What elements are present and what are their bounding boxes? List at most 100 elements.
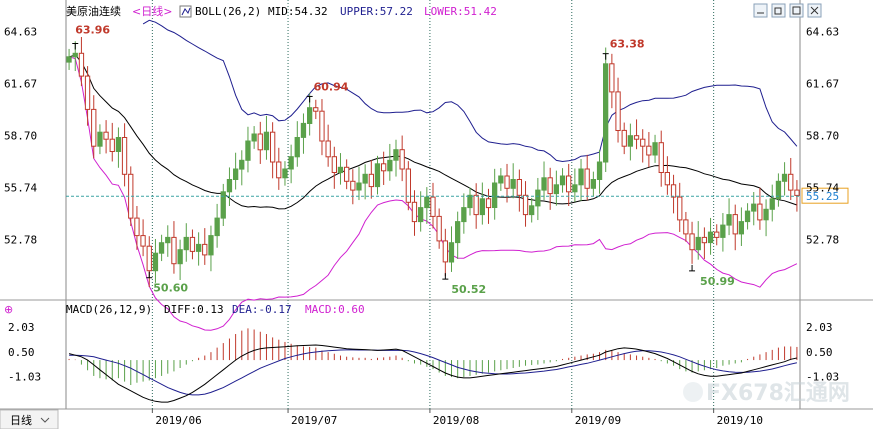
candle <box>492 168 498 220</box>
candle <box>775 173 782 207</box>
candle-body <box>504 175 510 189</box>
candle-body <box>529 205 535 216</box>
gridlines <box>0 0 873 410</box>
candle-body <box>146 245 152 272</box>
time-axis: 2019/06 2019/07 2019/08 2019/09 2019/10 <box>151 409 763 427</box>
period-tab[interactable] <box>0 409 59 429</box>
candle <box>498 168 504 191</box>
x-tick-label: 2019/08 <box>433 414 479 427</box>
candle <box>442 228 449 277</box>
minimize-icon[interactable] <box>753 3 768 18</box>
last-price-label: 55.25 <box>806 190 839 203</box>
candle-body <box>744 210 751 223</box>
candle <box>288 144 294 184</box>
candle-body <box>757 203 763 221</box>
close-icon[interactable] <box>807 3 822 18</box>
candle <box>436 208 442 249</box>
upper-band-line <box>142 19 798 163</box>
high-low-annotations: 63.96 50.60 60.94 50.52 63.38 50.99 <box>72 23 735 296</box>
candle-body <box>695 236 701 251</box>
candle-body <box>276 161 282 179</box>
candle <box>695 221 701 260</box>
boll-upper-band <box>142 19 798 163</box>
candle <box>158 234 165 262</box>
candle <box>590 171 597 197</box>
macd-y-tick-left: -1.03 <box>8 371 41 384</box>
candle-body <box>627 135 634 147</box>
candle-body <box>405 168 412 203</box>
candle-body <box>738 221 745 235</box>
y-tick-right: 58.70 <box>806 130 839 143</box>
y-tick-left: 64.63 <box>4 26 37 39</box>
candle-body <box>670 184 677 198</box>
maximize-icon[interactable] <box>789 3 804 18</box>
candle-body <box>467 194 473 209</box>
x-tick-label: 2019/09 <box>575 414 621 427</box>
candle-body <box>566 175 572 193</box>
macd-y-tick-right: 2.03 <box>806 321 833 334</box>
candle-body <box>344 166 350 182</box>
candle-body <box>609 63 615 93</box>
candle-body <box>615 91 621 131</box>
candle <box>461 193 467 234</box>
candle-body <box>621 129 627 147</box>
candle <box>522 181 529 227</box>
last-price-box <box>801 187 849 204</box>
candle <box>763 199 769 237</box>
price-axis: 64.63 64.63 61.67 61.67 58.70 58.70 55.74 55.74… <box>4 26 839 247</box>
candle-body <box>436 215 442 242</box>
candle-body <box>66 56 72 63</box>
candle <box>381 151 387 185</box>
candle-body <box>664 172 671 186</box>
candle-body <box>455 221 461 244</box>
candle <box>97 124 103 155</box>
annotation-label: 50.60 <box>153 282 188 295</box>
candle-body <box>140 235 146 247</box>
restore-icon[interactable] <box>771 3 786 18</box>
candle-body <box>418 207 424 223</box>
candle-body <box>214 217 220 237</box>
candle-body <box>313 107 319 112</box>
candle-body <box>781 173 788 182</box>
y-tick-right: 61.67 <box>806 78 839 91</box>
candle-body <box>233 168 239 180</box>
candle-body <box>707 231 714 244</box>
candle-body <box>646 145 652 156</box>
candle <box>411 190 418 236</box>
candle-body <box>362 173 368 184</box>
indicator-toggle-icon[interactable] <box>179 5 192 18</box>
candle <box>214 203 220 248</box>
candle-body <box>751 203 757 212</box>
candle <box>171 221 177 274</box>
candle <box>276 147 282 190</box>
candle-body <box>442 240 449 263</box>
candle-body <box>300 122 307 138</box>
macd-name: MACD(26,12,9) <box>66 303 152 316</box>
candle-body <box>683 219 689 235</box>
y-tick-left: 55.74 <box>4 182 37 195</box>
candle <box>535 177 541 221</box>
candle <box>78 37 85 87</box>
candle-body <box>196 243 202 252</box>
candle <box>418 191 424 232</box>
candle <box>726 198 732 236</box>
candle <box>109 122 115 162</box>
candle-body <box>473 194 479 216</box>
candle-body <box>485 198 492 209</box>
macd-y-tick-right: 0.50 <box>806 346 833 359</box>
candle <box>584 154 590 201</box>
y-tick-right: 55.74 <box>806 182 839 195</box>
x-tick-label: 2019/06 <box>155 414 201 427</box>
candle-body <box>374 163 381 188</box>
candle <box>448 226 455 272</box>
candle <box>473 183 479 229</box>
candle <box>189 229 196 260</box>
candle-body <box>331 156 338 173</box>
candle <box>683 211 689 242</box>
macd-settings-icon[interactable]: ⊕ <box>4 303 13 316</box>
candle-body <box>387 159 393 172</box>
candle <box>300 113 307 154</box>
candle-body <box>584 168 590 189</box>
indicator-line-icon <box>181 7 191 16</box>
